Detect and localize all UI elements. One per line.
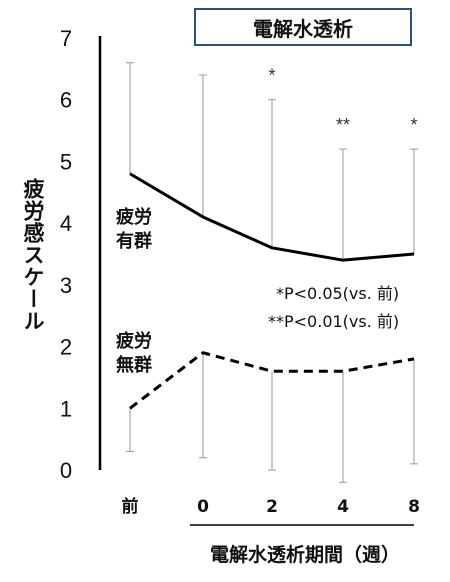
axes [98,36,414,526]
series-line-fatigue-absent [129,351,415,410]
error-bars [126,62,418,483]
series-lines [129,172,415,410]
series-label-line: 無群 [116,355,152,376]
y-tick-label: 5 [60,149,72,174]
x-tick-label: 2 [266,497,278,517]
x-tick-label: 8 [408,497,420,517]
chart-title: 電解水透析 [194,8,412,46]
significance-marks: *** * [268,66,417,135]
y-tick-label: 7 [60,26,72,51]
y-tick-label: 6 [60,88,72,113]
significance-mark: ** [336,115,350,135]
y-tick-label: 2 [60,335,72,360]
significance-note-p001: **P<0.01(vs. 前) [268,312,400,331]
series-label-line: 疲労 [116,331,152,352]
y-axis-label: 疲労感スケール [21,178,45,332]
y-tick-labels: 0 1 2 3 4 5 6 7 [60,26,72,483]
significance-mark: * [268,66,275,86]
x-tick-label: 前 [122,496,139,517]
y-tick-label: 0 [60,458,72,483]
x-tick-label: 4 [337,497,349,517]
x-tick-label: 0 [197,497,209,517]
series-line-fatigue-present [129,172,415,262]
series-label-line: 有群 [116,231,152,252]
series-label-line: 疲労 [116,207,152,228]
x-tick-labels: 前 0 2 4 8 [122,496,420,517]
series-label-fatigue-absent: 疲労 無群 [116,330,152,378]
x-axis-label: 電解水透析期間（週） [209,544,400,566]
y-tick-label: 1 [60,396,72,421]
series-label-fatigue-present: 疲労 有群 [116,206,152,254]
y-tick-label: 3 [60,273,72,298]
significance-mark: * [410,115,417,135]
y-tick-label: 4 [60,211,72,236]
significance-note-p005: *P<0.05(vs. 前) [276,284,400,303]
